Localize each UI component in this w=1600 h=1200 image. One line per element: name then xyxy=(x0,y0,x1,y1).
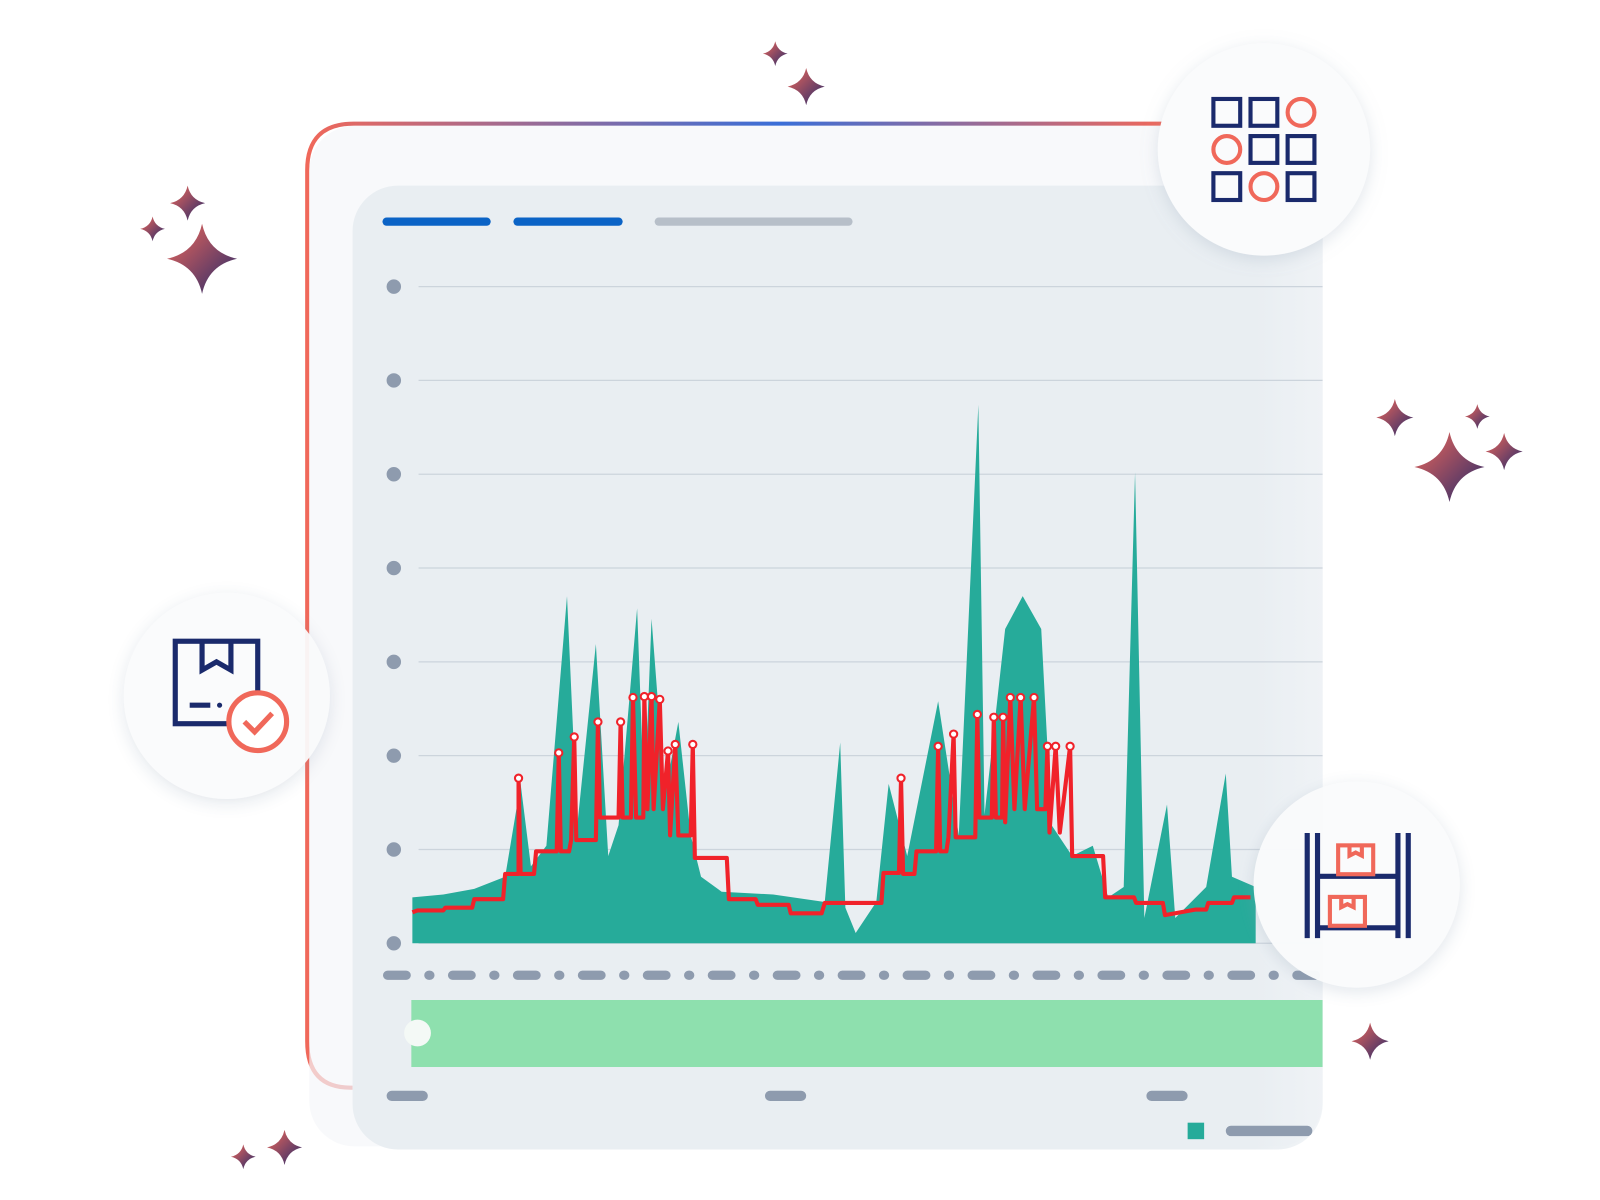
peak-marker xyxy=(655,694,665,705)
sparkle xyxy=(787,68,825,106)
sparkle xyxy=(140,216,165,242)
peak-marker xyxy=(569,732,579,742)
peak-marker xyxy=(628,692,638,703)
peak-marker xyxy=(593,717,603,727)
peak-marker xyxy=(554,748,564,758)
shelf-icon xyxy=(1253,781,1460,988)
y-tick-dot xyxy=(386,560,402,576)
sparkle xyxy=(230,1144,256,1170)
peak-marker xyxy=(670,739,680,750)
grid-icon xyxy=(1157,43,1371,256)
package-icon xyxy=(123,592,330,799)
y-tick-dot xyxy=(386,373,402,388)
peak-marker xyxy=(933,741,943,751)
y-tick-dot xyxy=(386,748,402,763)
peak-marker xyxy=(663,746,673,756)
y-tick-dot xyxy=(386,842,402,857)
peak-marker xyxy=(639,691,649,702)
step-line xyxy=(411,694,1251,918)
y-tick-dot xyxy=(386,467,402,482)
peak-marker xyxy=(1029,692,1039,703)
peak-marker xyxy=(989,712,999,722)
sparkles xyxy=(140,41,1523,1170)
sparkle xyxy=(267,1129,303,1165)
slider-handle[interactable] xyxy=(404,1019,431,1047)
sparkle xyxy=(170,185,206,221)
range-slider[interactable] xyxy=(411,1000,1323,1068)
peak-marker xyxy=(1005,692,1015,703)
sparkle xyxy=(1351,1022,1389,1060)
plot xyxy=(386,279,1323,951)
peak-marker xyxy=(998,712,1008,722)
y-tick-dot xyxy=(386,279,402,294)
y-tick-dot xyxy=(386,654,402,670)
peak-marker xyxy=(1015,692,1026,703)
peak-marker xyxy=(1065,741,1075,751)
sparkle xyxy=(1376,398,1414,437)
legend-swatch xyxy=(1187,1122,1205,1140)
sparkle xyxy=(762,41,788,66)
peak-marker xyxy=(896,773,906,783)
peak-marker xyxy=(513,773,524,783)
sparkle xyxy=(167,223,238,294)
y-tick-dot xyxy=(386,936,402,951)
sparkle xyxy=(1485,432,1523,471)
peak-marker xyxy=(1042,741,1053,751)
peak-marker xyxy=(615,717,626,727)
peak-marker xyxy=(972,709,982,720)
peak-marker xyxy=(1051,741,1061,751)
peak-marker xyxy=(688,739,698,750)
peak-marker xyxy=(646,691,657,702)
peak-marker xyxy=(948,729,959,739)
sparkle xyxy=(1414,431,1485,503)
sparkle xyxy=(1464,404,1490,429)
